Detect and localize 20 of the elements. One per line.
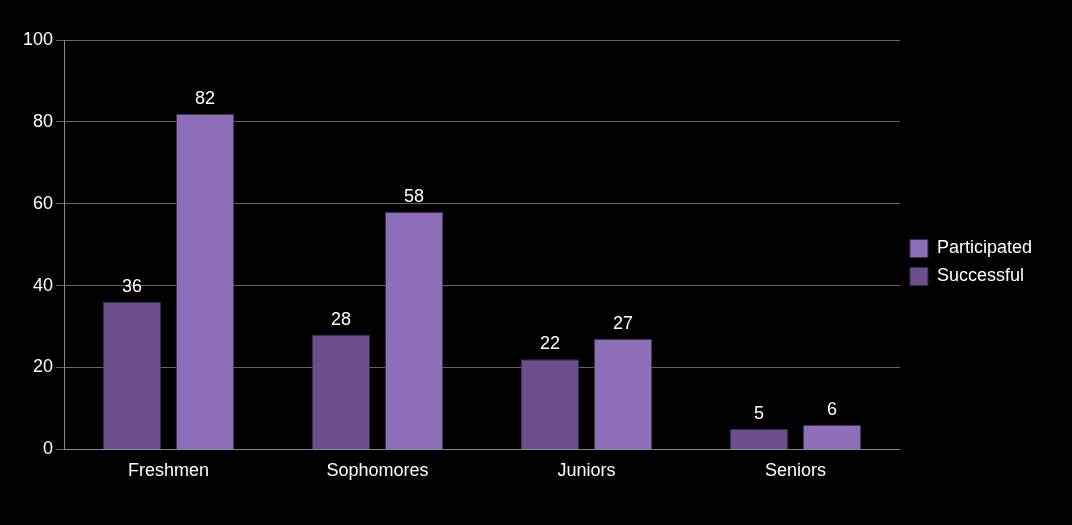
data-label: 22 [539,333,560,354]
data-label: 28 [330,308,351,329]
y-tick-label: 0 [43,438,54,459]
data-label: 6 [827,398,838,419]
x-tick-label: Sophomores [326,460,429,481]
y-tick-label: 80 [33,110,54,131]
y-tick-label: 20 [33,356,54,377]
x-tick-label: Seniors [764,460,826,481]
y-tick-label: 60 [33,192,54,213]
data-label: 27 [613,312,634,333]
y-tick-label: 100 [22,28,54,49]
legend-label: Participated [936,237,1033,258]
data-label: 36 [121,275,142,296]
x-tick-label: Juniors [557,460,616,481]
y-tick-label: 40 [33,274,54,295]
x-tick-label: Freshmen [128,460,210,481]
legend-label: Successful [936,265,1024,286]
data-label: 5 [753,402,764,423]
data-label: 58 [404,185,425,206]
data-label: 82 [195,87,216,108]
